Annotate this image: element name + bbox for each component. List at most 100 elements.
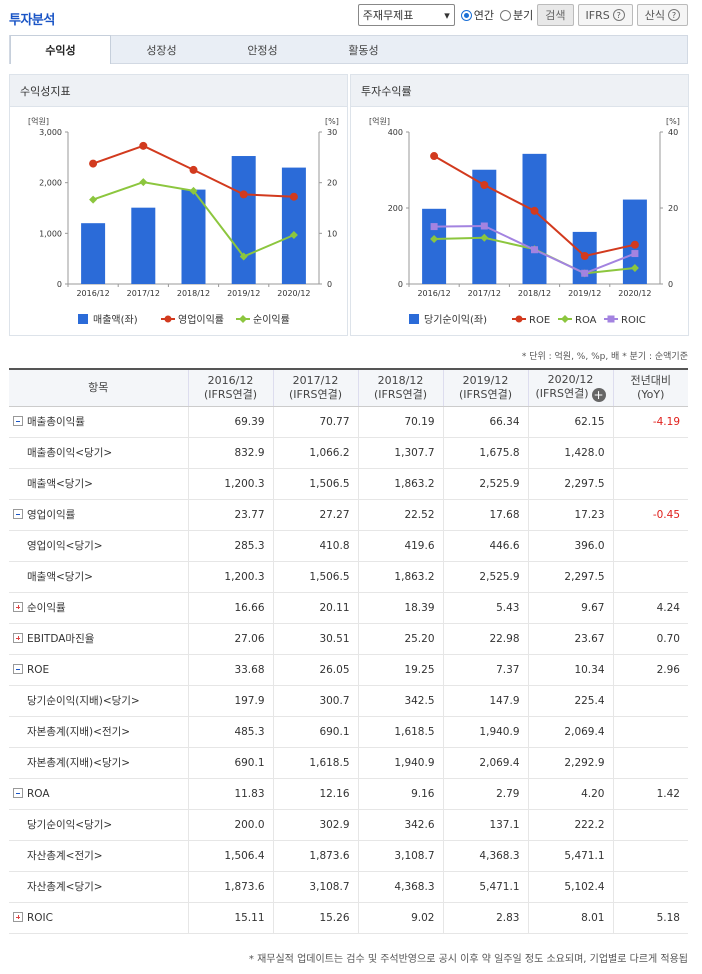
collapse-icon[interactable] bbox=[13, 509, 23, 519]
expand-icon[interactable] bbox=[13, 602, 23, 612]
tab-growth[interactable]: 성장성 bbox=[146, 43, 177, 57]
bar bbox=[422, 208, 447, 284]
value-cell: 1,506.5 bbox=[272, 561, 358, 593]
point bbox=[531, 246, 538, 254]
value-cell: 147.9 bbox=[442, 685, 528, 717]
value-cell: 17.23 bbox=[527, 499, 613, 531]
y-right-unit-label: [%] bbox=[325, 117, 339, 126]
value-cell: 5,471.1 bbox=[527, 840, 613, 872]
x-tick-label: 2019/12 bbox=[568, 289, 601, 298]
chevron-down-icon: ▾ bbox=[444, 8, 450, 22]
profitability-chart-panel: 수익성지표 [억원] [%] 0 1,000 2,000 3,000 0 10 20 30 2016… bbox=[9, 74, 348, 336]
row-label-cell: 매출총이익률 bbox=[9, 406, 188, 438]
tab-stability[interactable]: 안정성 bbox=[247, 43, 278, 57]
row-label: 매출액<당기> bbox=[27, 571, 93, 583]
value-cell: 23.67 bbox=[527, 623, 613, 655]
panel-title: 투자수익률 bbox=[351, 75, 688, 107]
y-left-unit-label: [억원] bbox=[369, 116, 390, 126]
return-chart: [억원] [%] 0 200 400 0 20 40 2016/12 2017/12 2018/12… bbox=[369, 116, 680, 326]
value-cell: 5.43 bbox=[442, 592, 528, 624]
legend-swatch bbox=[164, 315, 172, 323]
point bbox=[630, 264, 639, 273]
radio-quarter[interactable]: 분기 bbox=[500, 7, 533, 23]
legend-label: 매출액(좌) bbox=[93, 314, 138, 326]
collapse-icon[interactable] bbox=[13, 787, 23, 798]
value-cell: 9.02 bbox=[357, 902, 443, 934]
row-label[interactable]: 매출총이익률 bbox=[27, 416, 85, 428]
y-right-tick-label: 40 bbox=[668, 128, 678, 137]
row-label[interactable]: ROA bbox=[27, 787, 50, 800]
table-row: 자본총계(지배)<당기> 690.1 1,618.5 1,940.9 2,069.4 2,… bbox=[9, 747, 688, 779]
value-cell: 23.77 bbox=[187, 499, 273, 531]
value-cell: 22.52 bbox=[357, 499, 443, 531]
y-left-tick-label: 1,000 bbox=[39, 229, 62, 238]
statement-select[interactable]: 주재무제표 ▾ bbox=[357, 4, 455, 26]
row-label[interactable]: 순이익률 bbox=[27, 602, 66, 614]
radio-annual[interactable]: 연간 bbox=[460, 7, 494, 23]
value-cell: 7.37 bbox=[442, 654, 528, 686]
row-label-cell: 자본총계(지배)<전기> bbox=[9, 716, 188, 748]
table-row: EBITDA마진율 27.06 30.51 25.20 22.98 23.67 0.70 bbox=[9, 623, 688, 655]
row-label[interactable]: ROE bbox=[27, 663, 50, 676]
radio-annual-dot[interactable] bbox=[460, 9, 472, 21]
legend-swatch bbox=[515, 315, 523, 323]
x-tick-label: 2018/12 bbox=[518, 289, 551, 298]
search-button[interactable]: 검색 bbox=[537, 4, 574, 26]
tab-profitability[interactable]: 수익성 bbox=[10, 35, 111, 64]
y-left-tick-label: 2,000 bbox=[39, 179, 62, 188]
table-row: 당기순이익(지배)<당기> 197.9 300.7 342.5 147.9 225.4 bbox=[9, 685, 688, 717]
point bbox=[139, 178, 148, 187]
value-cell: 1,940.9 bbox=[357, 747, 443, 779]
add-column-icon[interactable]: + bbox=[591, 388, 606, 403]
row-label[interactable]: 영업이익률 bbox=[27, 509, 76, 521]
value-cell: 18.39 bbox=[357, 592, 443, 624]
value-cell: 2,292.9 bbox=[527, 747, 613, 779]
value-cell: 22.98 bbox=[442, 623, 528, 655]
x-tick-label: 2020/12 bbox=[618, 289, 651, 298]
row-label-cell: 영업이익<당기> bbox=[9, 530, 188, 562]
y-left-tick-label: 0 bbox=[398, 280, 403, 289]
point bbox=[239, 252, 248, 261]
value-cell: 225.4 bbox=[527, 685, 613, 717]
ifrs-label: IFRS bbox=[585, 8, 610, 22]
table-row: 영업이익<당기> 285.3 410.8 419.6 446.6 396.0 bbox=[9, 530, 688, 562]
profitability-table: 항목 2016/12 (IFRS연결) 2017/12 (IFRS연결) 201… bbox=[9, 368, 688, 934]
statement-select-value: 주재무제표 bbox=[362, 9, 414, 22]
point bbox=[580, 251, 589, 260]
value-cell: 2.83 bbox=[442, 902, 528, 934]
table-row: 자본총계(지배)<전기> 485.3 690.1 1,618.5 1,940.9 2,06… bbox=[9, 716, 688, 748]
row-label-cell: 영업이익률 bbox=[9, 499, 188, 531]
value-cell: 690.1 bbox=[272, 716, 358, 748]
row-label: 당기순이익(지배)<당기> bbox=[27, 695, 140, 707]
row-label[interactable]: EBITDA마진율 bbox=[27, 633, 95, 645]
row-label[interactable]: ROIC bbox=[27, 911, 53, 924]
yoy-cell bbox=[612, 809, 688, 841]
tab-activity[interactable]: 활동성 bbox=[348, 43, 379, 57]
expand-icon[interactable] bbox=[13, 911, 23, 922]
expand-icon[interactable] bbox=[13, 633, 23, 643]
value-cell: 285.3 bbox=[187, 530, 273, 562]
value-cell: 3,108.7 bbox=[357, 840, 443, 872]
value-cell: 4,368.3 bbox=[357, 871, 443, 903]
ifrs-button[interactable]: IFRS ? bbox=[577, 4, 633, 26]
formula-button[interactable]: 산식 ? bbox=[636, 4, 688, 26]
value-cell: 25.20 bbox=[357, 623, 443, 655]
value-cell: 485.3 bbox=[187, 716, 273, 748]
x-tick-label: 2016/12 bbox=[417, 289, 450, 298]
value-cell: 1,200.3 bbox=[187, 468, 273, 500]
y-right-tick-label: 0 bbox=[668, 280, 673, 289]
row-label: 매출액<당기> bbox=[27, 478, 93, 490]
table-row: 매출액<당기> 1,200.3 1,506.5 1,863.2 2,525.9 2,297… bbox=[9, 468, 688, 500]
collapse-icon[interactable] bbox=[13, 416, 23, 426]
value-cell: 137.1 bbox=[442, 809, 528, 841]
radio-quarter-dot[interactable] bbox=[500, 9, 512, 21]
collapse-icon[interactable] bbox=[13, 663, 23, 674]
value-cell: 2,525.9 bbox=[442, 561, 528, 593]
row-label: 매출총이익<당기> bbox=[27, 447, 113, 459]
legend-label: 영업이익률 bbox=[178, 313, 224, 326]
table-row: 매출액<당기> 1,200.3 1,506.5 1,863.2 2,525.9 2,297… bbox=[9, 561, 688, 593]
value-cell: 26.05 bbox=[272, 654, 358, 686]
value-cell: 1,863.2 bbox=[357, 468, 443, 500]
table-row: 당기순이익<당기> 200.0 302.9 342.6 137.1 222.2 bbox=[9, 809, 688, 841]
yoy-cell bbox=[612, 468, 688, 500]
